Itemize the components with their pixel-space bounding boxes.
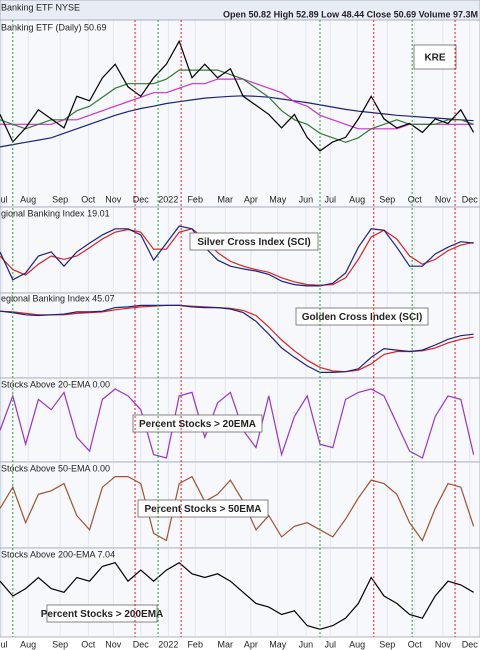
x-tick-label: Sep (379, 639, 395, 649)
series-line (0, 304, 474, 373)
series-line (0, 304, 474, 373)
annotation-box (132, 414, 263, 433)
x-tick-label: Nov (435, 194, 452, 204)
series-line (0, 228, 474, 286)
panel-title: Stocks Above 20-EMA 0.00 (1, 379, 110, 389)
x-tick-label: Dec (462, 194, 479, 204)
panel-title: gional Banking Index 19.01 (1, 208, 110, 218)
annotation-box (46, 604, 158, 623)
x-tick-label: Sep (52, 194, 68, 204)
annotation-box (295, 307, 429, 326)
x-tick-label: Jul (0, 639, 8, 649)
series-line (0, 561, 474, 630)
x-tick-label: Dec (462, 639, 479, 649)
x-tick-label: Aug (20, 639, 36, 649)
panel-background (0, 292, 480, 379)
x-tick-label: Nov (105, 639, 122, 649)
series-line (0, 475, 475, 542)
panel-title: Stocks Above 50-EMA 0.00 (1, 463, 110, 473)
x-tick-label: Dec (133, 639, 150, 649)
series-line (0, 95, 474, 148)
x-tick-label: Oct (408, 639, 423, 649)
x-tick-label: Sep (52, 639, 68, 649)
annotation: Golden Cross Index (SCI) (302, 312, 423, 323)
annotation: KRE (424, 53, 445, 64)
x-tick-label: May (269, 194, 287, 204)
x-tick-label: Apr (244, 639, 258, 649)
series-line (0, 78, 474, 130)
x-tick-label: Nov (105, 194, 122, 204)
panel-title: Stocks Above 200-EMA 7.04 (1, 549, 115, 559)
x-tick-label: Oct (408, 194, 423, 204)
header-strip (0, 0, 480, 21)
x-tick-label: Aug (349, 639, 365, 649)
x-tick-label: Jun (299, 639, 314, 649)
x-tick-label: Mar (218, 639, 234, 649)
x-tick-label: Mar (218, 194, 234, 204)
x-tick-label: Oct (81, 639, 96, 649)
panel-background (0, 547, 480, 638)
panel-title: egional Banking Index 45.07 (1, 293, 115, 303)
annotation-box (137, 499, 269, 518)
x-tick-label: Aug (349, 194, 365, 204)
x-tick-label: Apr (244, 194, 258, 204)
series-line (0, 225, 474, 287)
x-tick-label: Aug (20, 194, 36, 204)
x-tick-label: Jul (324, 639, 336, 649)
series-line (0, 39, 475, 152)
quote: Open 50.82 High 52.89 Low 48.44 Close 50… (223, 9, 478, 19)
x-tick-label: Jul (324, 194, 336, 204)
annotation: Percent Stocks > 200EMA (41, 609, 164, 620)
x-tick-label: Jul (0, 194, 8, 204)
panel-background (0, 0, 480, 208)
series-line (0, 388, 475, 459)
annotation-box (189, 232, 319, 251)
series-line (0, 69, 474, 143)
x-tick-label: 2022 (158, 194, 178, 204)
annotation: Percent Stocks > 20EMA (139, 419, 256, 430)
x-tick-label: Oct (81, 194, 96, 204)
x-tick-label: Dec (133, 194, 150, 204)
annotation: Silver Cross Index (SCI) (197, 237, 310, 248)
panel-title: Banking ETF (Daily) 50.69 (1, 22, 107, 32)
x-tick-label: Sep (379, 194, 395, 204)
x-tick-label: 2022 (158, 639, 178, 649)
x-tick-label: May (269, 639, 287, 649)
x-tick-label: Jun (299, 194, 314, 204)
x-tick-label: Nov (435, 639, 452, 649)
annotation-box (413, 44, 457, 70)
x-tick-label: Feb (187, 194, 203, 204)
header: Banking ETF NYSE (1, 2, 80, 12)
x-tick-label: Feb (187, 639, 203, 649)
annotation: Percent Stocks > 50EMA (145, 504, 262, 515)
